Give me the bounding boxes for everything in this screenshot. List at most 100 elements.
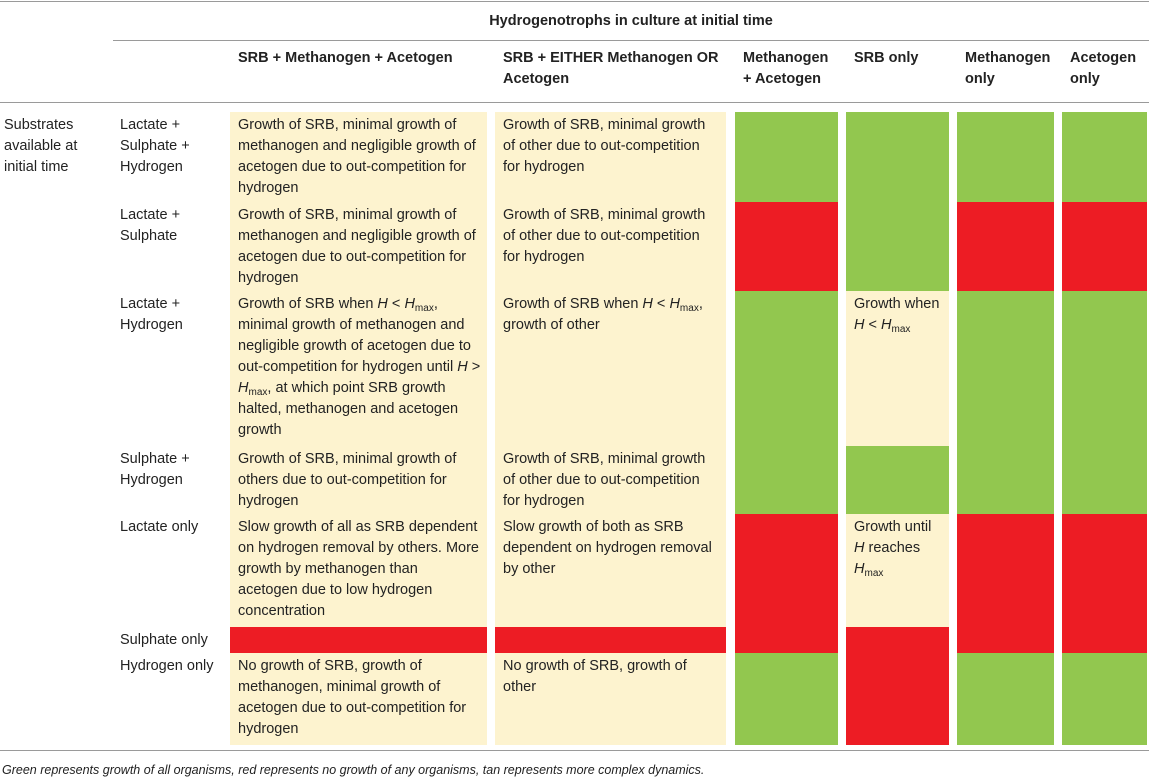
cell-text: < [652,296,670,312]
cell-text: Growth when [854,296,940,312]
cell: Slow growth of all as SRB dependent on h… [230,514,487,627]
row-label: Lactate + Sulphate [120,207,181,244]
table-title: Hydrogenotrophs in culture at initial ti… [489,13,773,29]
cell [846,112,949,202]
row-label: Hydrogen only [120,658,214,674]
cell [735,627,838,653]
cell-text: , minimal growth of methanogen and negli… [238,296,471,375]
cell-text: H [854,317,865,333]
rule [0,1,1149,2]
cell-text: Growth until [854,519,932,535]
cell-text: max [864,568,884,579]
cell [957,291,1054,446]
rule [0,750,1149,751]
cell-text: H [854,561,865,577]
cell-text: Growth of SRB, minimal growth of others … [238,451,457,509]
cell-text: Slow growth of all as SRB dependent on h… [238,519,479,619]
cell [957,112,1054,202]
cell-text: Slow growth of both as SRB dependent on … [503,519,712,577]
cell [735,112,838,202]
cell [957,446,1054,514]
cell [846,627,949,653]
cell [495,627,726,653]
rule [0,102,1149,103]
cell-text: max [414,303,434,314]
cell: Growth when H < Hmax [846,291,949,446]
cell [957,202,1054,291]
cell [735,446,838,514]
cell [957,627,1054,653]
column-header: SRB + EITHER Methanogen OR Acetogen [503,50,719,87]
footnote: Green represents growth of all organisms… [2,763,705,777]
rule [113,40,1149,41]
column-header: SRB + Methanogen + Acetogen [238,50,453,66]
row-label: Lactate only [120,519,199,535]
cell: Growth of SRB when H < Hmax, minimal gro… [230,291,487,446]
cell-text: H [457,359,468,375]
cell: Growth of SRB, minimal growth of methano… [230,202,487,291]
cell [735,653,838,745]
cell-text: Growth of SRB when [238,296,378,312]
cell-text: Growth of SRB, minimal growth of other d… [503,451,706,509]
column-header: Acetogen only [1070,50,1137,87]
cell-text: Growth of SRB, minimal growth of other d… [503,207,706,265]
cell [1062,627,1147,653]
cell-text: H [669,296,680,312]
cell-text: < [387,296,405,312]
cell-text: max [248,387,268,398]
cell [846,653,949,745]
row-label: Lactate + Sulphate + Hydrogen [120,117,190,175]
cell: No growth of SRB, growth of other [495,653,726,745]
cell [1062,653,1147,745]
cell [1062,112,1147,202]
cell-text: H [881,317,892,333]
cell-text: H [377,296,388,312]
cell-text: H [238,380,249,396]
cell-text: H [854,540,865,556]
cell [1062,202,1147,291]
cell [230,627,487,653]
cell-text: Growth of SRB when [503,296,643,312]
cell-text: max [679,303,699,314]
cell [957,514,1054,627]
cell-text: Growth of SRB, minimal growth of methano… [238,117,476,196]
column-header: Methanogen only [965,50,1051,87]
cell: Growth of SRB, minimal growth of other d… [495,112,726,202]
cell: No growth of SRB, growth of methanogen, … [230,653,487,745]
column-header: SRB only [854,50,919,66]
cell [846,446,949,514]
cell [735,202,838,291]
cell-text: < [864,317,882,333]
cell: Growth until H reaches Hmax [846,514,949,627]
cell: Growth of SRB, minimal growth of others … [230,446,487,514]
cell: Slow growth of both as SRB dependent on … [495,514,726,627]
row-label: Sulphate only [120,632,208,648]
cell-text: H [404,296,415,312]
column-header: Methanogen + Acetogen [743,50,829,87]
cell-text: No growth of SRB, growth of other [503,658,687,695]
cell-text: max [891,324,911,335]
cell-text: reaches [864,540,921,556]
cell-text: Growth of SRB, minimal growth of other d… [503,117,706,175]
cell-text: , at which point SRB growth halted, meth… [238,380,459,438]
cell-text: > [467,359,481,375]
cell [957,653,1054,745]
row-label: Lactate + Hydrogen [120,296,183,333]
cell [735,514,838,627]
cell [1062,446,1147,514]
cell-text: H [642,296,653,312]
cell [1062,514,1147,627]
row-group-label: Substrates available at initial time [4,117,78,175]
row-label: Sulphate + Hydrogen [120,451,190,488]
cell: Growth of SRB, minimal growth of methano… [230,112,487,202]
cell-text: No growth of SRB, growth of methanogen, … [238,658,467,737]
cell [846,202,949,291]
cell [735,291,838,446]
cell: Growth of SRB when H < Hmax, growth of o… [495,291,726,446]
cell [1062,291,1147,446]
cell-text: , growth of other [503,296,703,333]
cell-text: Growth of SRB, minimal growth of methano… [238,207,476,286]
cell: Growth of SRB, minimal growth of other d… [495,202,726,291]
cell: Growth of SRB, minimal growth of other d… [495,446,726,514]
